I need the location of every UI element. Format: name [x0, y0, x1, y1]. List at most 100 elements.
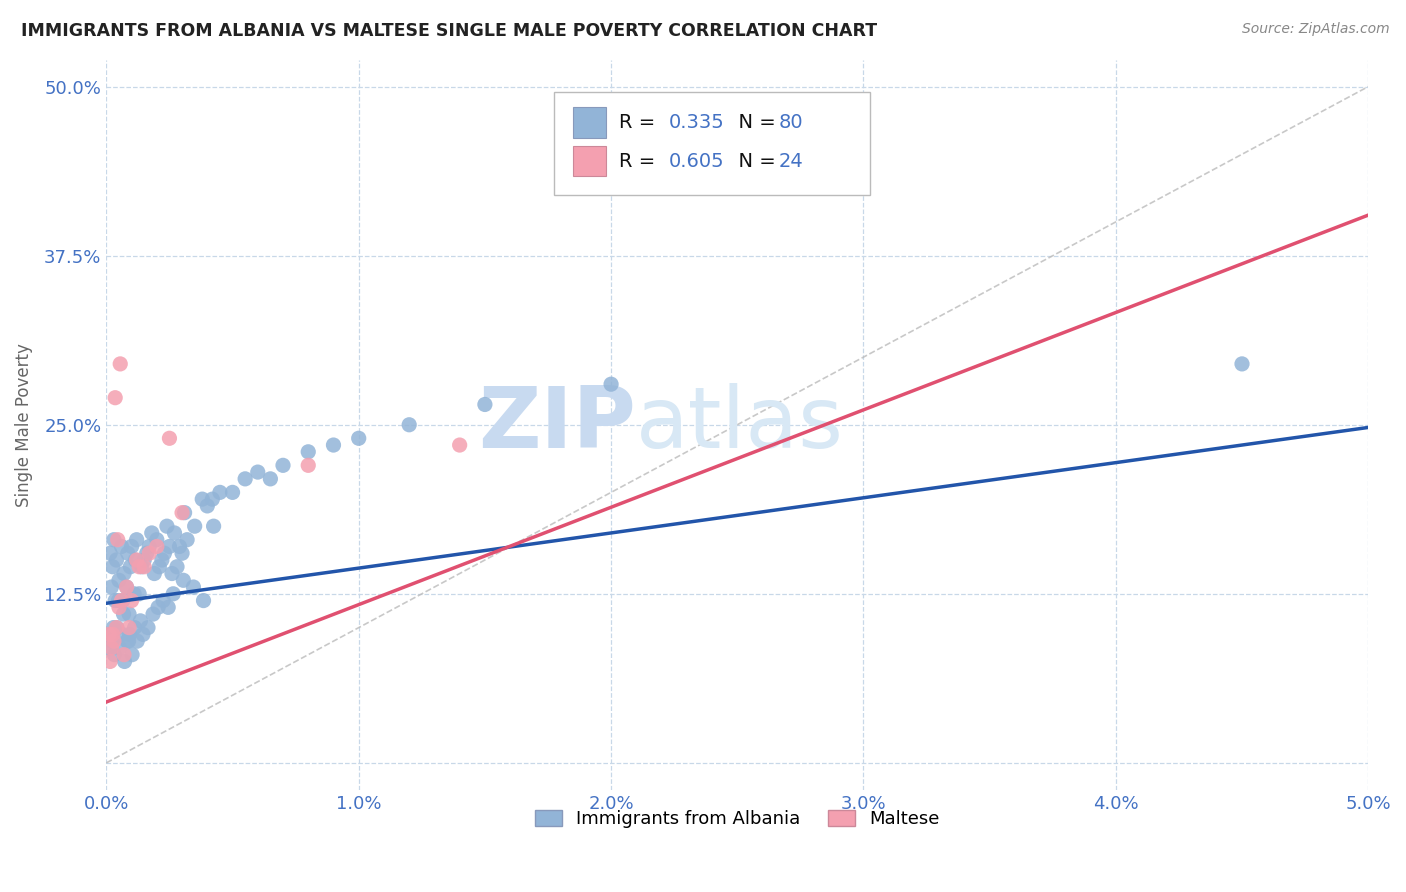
Point — [474, 397, 496, 411]
Point — [233, 472, 256, 486]
Point — [208, 485, 231, 500]
Point — [128, 587, 150, 601]
Point — [121, 593, 143, 607]
Point — [125, 553, 148, 567]
Point — [129, 614, 152, 628]
Point — [100, 627, 122, 641]
Text: N =: N = — [725, 152, 782, 170]
Point — [104, 391, 127, 405]
Point — [103, 634, 125, 648]
Point — [103, 621, 125, 635]
Text: IMMIGRANTS FROM ALBANIA VS MALTESE SINGLE MALE POVERTY CORRELATION CHART: IMMIGRANTS FROM ALBANIA VS MALTESE SINGL… — [21, 22, 877, 40]
Point — [142, 607, 165, 621]
Point — [347, 431, 370, 445]
Point — [131, 559, 153, 574]
Point — [112, 607, 135, 621]
Point — [107, 593, 129, 607]
Point — [153, 546, 176, 560]
Point — [297, 445, 319, 459]
Point — [110, 540, 132, 554]
Point — [146, 540, 169, 554]
Point — [150, 553, 173, 567]
Point — [110, 357, 132, 371]
Point — [191, 492, 214, 507]
FancyBboxPatch shape — [574, 145, 606, 177]
Text: R =: R = — [619, 152, 661, 170]
Point — [136, 621, 159, 635]
Point — [118, 607, 141, 621]
Point — [143, 566, 166, 581]
Point — [110, 593, 132, 607]
Text: N =: N = — [725, 113, 782, 132]
Text: Source: ZipAtlas.com: Source: ZipAtlas.com — [1241, 22, 1389, 37]
Point — [112, 648, 135, 662]
Point — [101, 559, 124, 574]
Text: ZIP: ZIP — [478, 384, 637, 467]
Point — [104, 593, 127, 607]
Point — [117, 546, 139, 560]
Point — [138, 540, 160, 554]
Point — [1230, 357, 1253, 371]
Point — [166, 559, 188, 574]
Point — [115, 634, 138, 648]
Point — [134, 553, 156, 567]
Point — [135, 546, 157, 560]
Text: 0.605: 0.605 — [669, 152, 724, 170]
Point — [112, 566, 135, 581]
Point — [98, 546, 121, 560]
Point — [100, 580, 122, 594]
FancyBboxPatch shape — [554, 93, 870, 194]
Text: R =: R = — [619, 113, 661, 132]
Point — [121, 648, 143, 662]
Point — [111, 627, 134, 641]
Text: 24: 24 — [779, 152, 804, 170]
Point — [193, 593, 215, 607]
Point — [103, 533, 125, 547]
Point — [163, 525, 186, 540]
Point — [124, 553, 146, 567]
Point — [121, 540, 143, 554]
Point — [195, 499, 218, 513]
Point — [98, 655, 121, 669]
Point — [259, 472, 281, 486]
Point — [176, 533, 198, 547]
Point — [115, 580, 138, 594]
Point — [108, 574, 131, 588]
Point — [221, 485, 243, 500]
Point — [111, 593, 134, 607]
Point — [120, 559, 142, 574]
Y-axis label: Single Male Poverty: Single Male Poverty — [15, 343, 32, 507]
Point — [159, 540, 181, 554]
Point — [159, 431, 181, 445]
Point — [162, 587, 184, 601]
Point — [173, 506, 195, 520]
Point — [148, 559, 170, 574]
Point — [118, 627, 141, 641]
Point — [398, 417, 420, 432]
Point — [98, 640, 121, 655]
Point — [115, 580, 138, 594]
Point — [449, 438, 471, 452]
Point — [271, 458, 294, 473]
Point — [183, 580, 205, 594]
Point — [172, 574, 194, 588]
Point — [101, 627, 124, 641]
Point — [105, 621, 128, 635]
Point — [146, 600, 169, 615]
Point — [170, 506, 193, 520]
Point — [124, 621, 146, 635]
Point — [160, 566, 183, 581]
Point — [127, 634, 149, 648]
Point — [103, 648, 125, 662]
Point — [97, 627, 120, 641]
Point — [128, 559, 150, 574]
Point — [170, 546, 193, 560]
Point — [134, 559, 156, 574]
Text: atlas: atlas — [637, 384, 845, 467]
Legend: Immigrants from Albania, Maltese: Immigrants from Albania, Maltese — [527, 803, 946, 836]
Point — [297, 458, 319, 473]
Point — [169, 540, 191, 554]
Point — [107, 533, 129, 547]
Point — [183, 519, 205, 533]
Point — [201, 492, 224, 507]
